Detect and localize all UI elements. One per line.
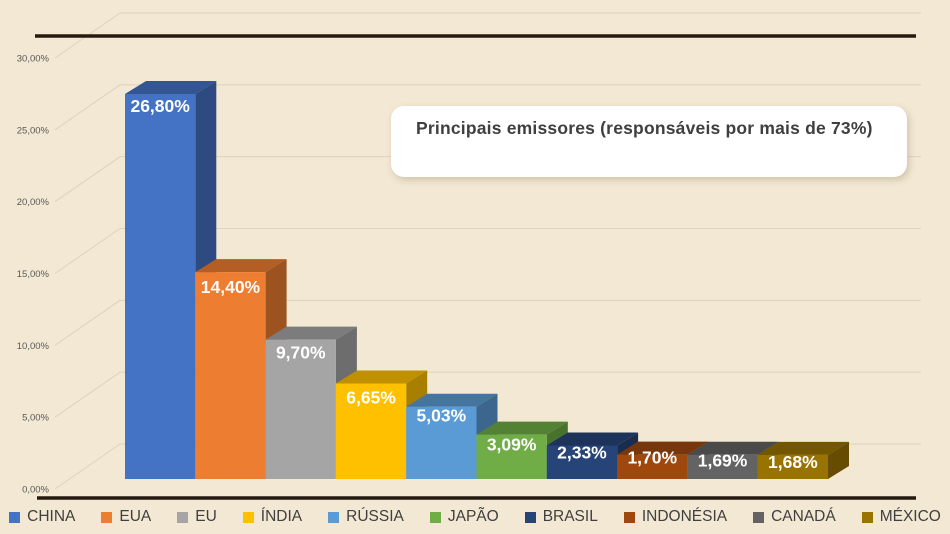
bar-brasil: 2,33% (546, 432, 639, 479)
legend-swatch-indonesia (623, 511, 635, 523)
legend-item-eua: EUA (101, 508, 151, 526)
legend-label-brasil: BRASIL (542, 508, 598, 525)
legend-label-indonesia: INDONÉSIA (641, 508, 728, 525)
bar-value-label-russia: 5,03% (417, 406, 467, 426)
bar-top-face (195, 259, 287, 273)
bar-value-label-eu: 9,70% (276, 343, 326, 363)
legend-item-canada: CANADÁ (753, 508, 836, 526)
legend-swatch-eu (177, 511, 189, 523)
chart-title-box: Principais emissores (responsáveis por m… (391, 106, 907, 177)
bar-value-label-india: 6,65% (346, 387, 396, 407)
legend-item-brasil: BRASIL (524, 508, 598, 526)
y-axis-tick-label: 0,00% (22, 485, 49, 496)
bar-top-face (476, 421, 568, 435)
legend-item-japao: JAPÃO (429, 508, 499, 526)
gridline-diagonal (54, 299, 121, 346)
bar-indonesia: 1,70% (617, 441, 709, 479)
legend-label-eu: EU (195, 508, 217, 525)
legend-swatch-japao (429, 511, 441, 523)
legend-label-india: ÍNDIA (260, 508, 303, 525)
legend-item-indonesia: INDONÉSIA (623, 508, 728, 526)
bar-front-face (265, 339, 336, 479)
bar-top-face (265, 326, 357, 340)
y-axis-tick-label: 15,00% (17, 269, 50, 280)
bar-front-face (195, 272, 266, 479)
y-axis-tick-label: 5,00% (22, 413, 49, 424)
chart-title: Principais emissores (responsáveis por m… (416, 118, 873, 138)
gridline-diagonal (54, 228, 121, 274)
legend-label-russia: RÚSSIA (346, 508, 404, 525)
bar-top-face (546, 432, 639, 446)
bar-top-face (757, 441, 849, 455)
bar-value-label-brasil: 2,33% (557, 443, 607, 463)
bar-top-face (125, 80, 217, 94)
legend-swatch-eua (101, 511, 113, 523)
bar-front-face (406, 406, 477, 479)
chart-legend: CHINA EUA EU ÍNDIA RÚSSIA JAPÃO BRASIL INDONÉSI… (0, 502, 950, 532)
legend-label-mexico: MÉXICO (879, 508, 941, 525)
bar-top-face (335, 370, 428, 384)
bar-value-label-china: 26,80% (130, 96, 190, 116)
legend-swatch-mexico (861, 511, 873, 523)
bar-value-label-mexico: 1,68% (768, 452, 818, 472)
bar-front-face (687, 454, 758, 479)
bar-front-face (476, 434, 547, 479)
gridline-diagonal (54, 443, 121, 490)
bar-front-face (546, 445, 618, 479)
legend-swatch-canada (753, 511, 765, 523)
legend-swatch-brasil (524, 511, 536, 523)
bar-front-face (125, 93, 196, 479)
bar-mexico: 1,68% (757, 441, 849, 479)
gridline-diagonal (54, 371, 121, 418)
bar-value-label-canada: 1,69% (698, 451, 748, 471)
y-axis-tick-label: 30,00% (17, 53, 50, 64)
legend-swatch-russia (328, 511, 340, 523)
legend-label-canada: CANADÁ (771, 508, 836, 525)
y-axis-tick-label: 10,00% (17, 341, 50, 352)
legend-item-mexico: MÉXICO (861, 508, 941, 526)
bar-value-label-indonesia: 1,70% (627, 448, 677, 468)
legend-item-eu: EU (177, 508, 217, 526)
bar-front-face (335, 383, 407, 479)
gridline-diagonal (54, 84, 121, 131)
legend-label-japao: JAPÃO (447, 508, 499, 525)
y-axis-tick-label: 25,00% (17, 125, 50, 136)
bar-front-face (617, 454, 688, 479)
y-axis-tick-label: 20,00% (17, 197, 50, 208)
bar-top-face (617, 441, 709, 455)
bar-value-label-eua: 14,40% (201, 277, 261, 297)
bar-side-face (828, 441, 849, 479)
legend-swatch-india (242, 511, 254, 523)
gridline-diagonal (54, 156, 121, 203)
bar-front-face (757, 454, 828, 479)
bar-top-face (406, 393, 498, 407)
legend-item-russia: RÚSSIA (328, 508, 404, 526)
legend-item-china: CHINA (9, 508, 75, 526)
legend-label-china: CHINA (27, 508, 76, 525)
legend-item-india: ÍNDIA (242, 508, 303, 526)
legend-swatch-china (9, 511, 21, 523)
bar-value-label-japao: 3,09% (487, 435, 537, 455)
legend-label-eua: EUA (119, 508, 152, 525)
bar-top-face (687, 441, 779, 455)
